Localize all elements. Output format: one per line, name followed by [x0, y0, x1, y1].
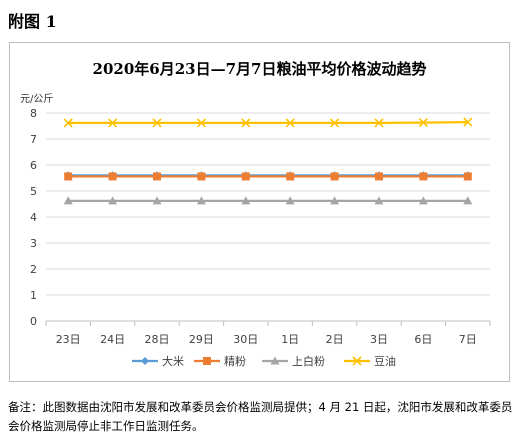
data-point-上白粉 — [196, 196, 206, 205]
y-tick-label: 4 — [30, 211, 37, 224]
x-tick-label: 7日 — [459, 333, 477, 346]
y-tick-label: 3 — [30, 237, 37, 250]
x-tick-label: 23日 — [56, 333, 81, 346]
x-tick-label: 24日 — [100, 333, 125, 346]
legend-label: 上白粉 — [292, 354, 325, 368]
footnote: 备注：此图数据由沈阳市发展和改革委员会价格监测局提供；4 月 21 日起，沈阳市… — [8, 400, 513, 433]
data-point-精粉 — [197, 172, 206, 181]
y-tick-label: 6 — [30, 159, 37, 172]
data-point-豆油 — [152, 118, 162, 128]
data-point-精粉 — [64, 172, 73, 181]
data-point-精粉 — [153, 172, 161, 181]
x-tick-label: 6日 — [414, 333, 432, 346]
y-axis-unit-label: 元/公斤 — [20, 94, 54, 105]
chart-frame — [9, 42, 510, 382]
data-point-上白粉 — [463, 196, 473, 205]
legend-marker — [203, 357, 211, 365]
legend-label: 豆油 — [374, 354, 396, 368]
legend-label: 大米 — [162, 354, 184, 368]
data-point-上白粉 — [285, 196, 295, 205]
data-point-上白粉 — [330, 196, 340, 205]
y-tick-label: 2 — [30, 263, 37, 276]
x-tick-label: 2日 — [326, 333, 344, 346]
y-tick-label: 0 — [30, 315, 37, 328]
x-tick-label: 1日 — [281, 333, 299, 346]
data-point-精粉 — [286, 172, 295, 181]
data-point-上白粉 — [152, 196, 162, 205]
x-tick-label: 3日 — [370, 333, 388, 346]
data-point-上白粉 — [63, 196, 73, 205]
data-point-精粉 — [241, 172, 250, 181]
data-point-上白粉 — [418, 196, 428, 205]
data-point-豆油 — [418, 118, 428, 128]
series-line-豆油 — [68, 121, 468, 124]
x-tick-label: 28日 — [145, 333, 170, 346]
data-point-精粉 — [419, 172, 428, 181]
data-point-豆油 — [196, 118, 206, 128]
legend-marker — [352, 356, 362, 366]
data-point-豆油 — [63, 118, 73, 128]
chart-title: 2020年6月23日—7月7日粮油平均价格波动趋势 — [92, 60, 427, 78]
data-point-上白粉 — [241, 196, 251, 205]
y-tick-label: 7 — [30, 133, 37, 146]
data-point-上白粉 — [108, 196, 118, 205]
legend-marker — [141, 357, 149, 365]
data-point-豆油 — [374, 118, 384, 128]
data-point-上白粉 — [374, 196, 384, 205]
data-point-精粉 — [375, 172, 383, 181]
data-point-豆油 — [108, 118, 118, 128]
figure-heading: 附图 1 — [8, 12, 57, 31]
x-tick-label: 30日 — [233, 333, 258, 346]
data-point-豆油 — [241, 118, 251, 128]
legend-label: 精粉 — [224, 355, 246, 368]
y-tick-label: 8 — [30, 107, 37, 120]
data-point-豆油 — [330, 118, 340, 128]
data-point-豆油 — [463, 117, 473, 127]
data-point-精粉 — [463, 172, 472, 181]
x-tick-label: 29日 — [189, 333, 214, 346]
legend-marker — [270, 356, 280, 365]
data-point-豆油 — [285, 118, 295, 128]
y-tick-label: 5 — [30, 185, 37, 198]
data-point-精粉 — [330, 172, 339, 181]
y-tick-label: 1 — [30, 289, 37, 302]
data-point-精粉 — [108, 172, 117, 181]
